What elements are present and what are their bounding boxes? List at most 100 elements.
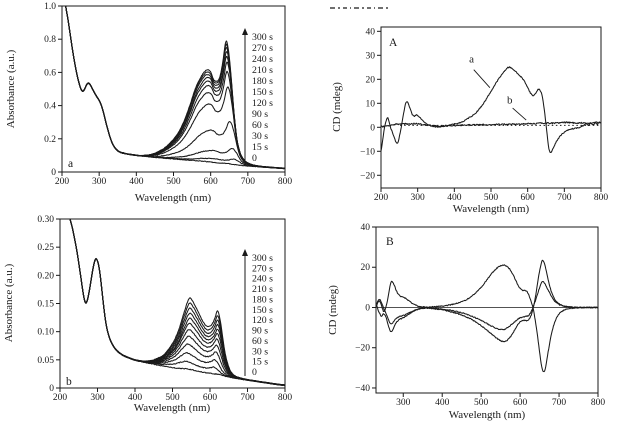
y-tick-label: 20 (366, 75, 376, 85)
panel-letter: b (66, 376, 72, 388)
cropped-text-artifact (330, 7, 390, 9)
legend-label: 210 s (252, 284, 273, 295)
panel-cd-B: 300 400 500 600 700 800 −40 −20 0 20 40 Wavelength… (318, 215, 635, 431)
x-tick-label: 500 (474, 398, 489, 408)
x-tick-label: 400 (129, 177, 144, 187)
y-tick-label: 40 (366, 27, 376, 37)
y-axis-label: Absorbance (a.u.) (3, 263, 15, 342)
y-tick-label: −20 (360, 171, 375, 181)
panel-letter: a (68, 158, 73, 170)
uvvis-b-chart: 200 300 400 500 600 700 800 0 0.05 0.10 0.15 0.20 0.… (3, 215, 292, 414)
y-axis-label: CD (mdeg) (331, 82, 343, 132)
legend-label: 15 s (252, 357, 268, 368)
legend-label: 0 (252, 153, 257, 164)
y-tick-label: −20 (355, 344, 370, 354)
series-path-curve-1-positive-mid (376, 264, 598, 373)
y-tick-label: 0.30 (37, 215, 54, 225)
x-tick-label: 800 (594, 193, 609, 203)
x-axis-label: Wavelength (nm) (135, 192, 212, 204)
legend-label: 240 s (252, 274, 273, 285)
x-axis-label: Wavelength (nm) (453, 203, 530, 215)
y-axis-label: CD (mdeg) (327, 285, 339, 335)
legend-label: 30 s (252, 131, 268, 142)
x-axis-label: Wavelength (nm) (449, 409, 526, 421)
y-tick-label: −40 (355, 384, 370, 394)
legend-label: 120 s (252, 315, 273, 326)
series-path-a (381, 66, 601, 154)
plot-area: 200 300 400 500 600 700 800 −20 −10 0 10 20 30 40 a b (360, 26, 609, 203)
x-axis-label: Wavelength (nm) (134, 402, 211, 414)
cd-A-chart: 200 300 400 500 600 700 800 −20 −10 0 10 20 30 40 a b W… (331, 26, 609, 215)
legend-label: 90 s (252, 109, 268, 120)
legend-label: 300 s (252, 253, 273, 264)
x-tick-label: 500 (166, 177, 181, 187)
legend-arrow-head (242, 249, 248, 256)
axis-frame (380, 26, 602, 189)
y-tick-label: 40 (361, 223, 371, 233)
panel-letter: B (386, 236, 394, 248)
x-tick-label: 400 (128, 393, 143, 403)
series-path-b (381, 121, 601, 128)
y-tick-label: 0.05 (37, 356, 54, 366)
legend-arrow-head (242, 28, 248, 35)
x-tick-label: 600 (513, 398, 528, 408)
x-tick-label: 300 (396, 398, 411, 408)
x-tick-label: 600 (204, 177, 219, 187)
legend-label: 150 s (252, 87, 273, 98)
y-tick-label: 0 (365, 303, 370, 313)
panel-uvvis-b: 200 300 400 500 600 700 800 0 0.05 0.10 0.15 0.20 0.… (0, 215, 318, 431)
x-tick-label: 800 (591, 398, 606, 408)
legend-label: 60 s (252, 120, 268, 131)
legend-label: 210 s (252, 65, 273, 76)
legend-label: 180 s (252, 76, 273, 87)
legend-label: 15 s (252, 142, 268, 153)
series-path-0 (65, 6, 285, 170)
legend-label: 240 s (252, 54, 273, 65)
legend-label: 300 s (252, 32, 273, 43)
cd-B-chart: 300 400 500 600 700 800 −40 −20 0 20 40 Wavelength… (327, 223, 605, 421)
x-tick-label: 300 (411, 193, 426, 203)
annotation-label: a (469, 54, 474, 66)
y-tick-label: 0 (49, 384, 54, 394)
y-tick-label: 0.20 (37, 271, 54, 281)
legend-label: 90 s (252, 326, 268, 337)
panel-cd-A: 200 300 400 500 600 700 800 −20 −10 0 10 20 30 40 a b W… (318, 0, 635, 215)
plot-area: 300 400 500 600 700 800 −40 −20 0 20 40 (355, 223, 605, 408)
x-tick-label: 600 (203, 393, 218, 403)
y-tick-label: 10 (366, 99, 376, 109)
annotation-leader (512, 107, 527, 121)
y-tick-label: −10 (360, 147, 375, 157)
x-tick-label: 400 (435, 398, 450, 408)
y-tick-label: 20 (361, 263, 371, 273)
series-path-0 (69, 219, 285, 386)
y-tick-label: 0.15 (37, 300, 54, 310)
legend-label: 270 s (252, 43, 273, 54)
y-tick-label: 0 (51, 168, 56, 178)
panel-uvvis-a: 200 300 400 500 600 700 800 0 0.2 0.4 0.6 0.8 1.0 300… (0, 0, 318, 215)
y-tick-label: 30 (366, 51, 376, 61)
y-tick-label: 0.6 (44, 68, 56, 78)
legend-label: 120 s (252, 98, 273, 109)
y-tick-label: 0 (370, 123, 375, 133)
legend-label: 60 s (252, 336, 268, 347)
x-tick-label: 700 (557, 193, 572, 203)
legend-label: 30 s (252, 346, 268, 357)
plot-area: 200 300 400 500 600 700 800 0 0.2 0.4 0.6 0.8 1.0 300… (44, 2, 292, 187)
y-tick-label: 0.25 (37, 243, 54, 253)
annotation-label: b (507, 94, 513, 106)
x-tick-label: 500 (484, 193, 499, 203)
x-tick-label: 300 (90, 393, 105, 403)
y-axis-label: Absorbance (a.u.) (5, 49, 17, 128)
y-tick-label: 1.0 (44, 2, 56, 12)
x-tick-label: 700 (552, 398, 567, 408)
y-tick-label: 0.2 (44, 135, 56, 145)
uvvis-a-chart: 200 300 400 500 600 700 800 0 0.2 0.4 0.6 0.8 1.0 300… (5, 2, 292, 204)
x-tick-label: 400 (447, 193, 462, 203)
plot-area: 200 300 400 500 600 700 800 0 0.05 0.10 0.15 0.20 0.… (37, 215, 292, 403)
y-tick-label: 0.10 (37, 328, 54, 338)
x-tick-label: 700 (240, 393, 255, 403)
x-tick-label: 300 (92, 177, 107, 187)
series-group (69, 219, 285, 387)
